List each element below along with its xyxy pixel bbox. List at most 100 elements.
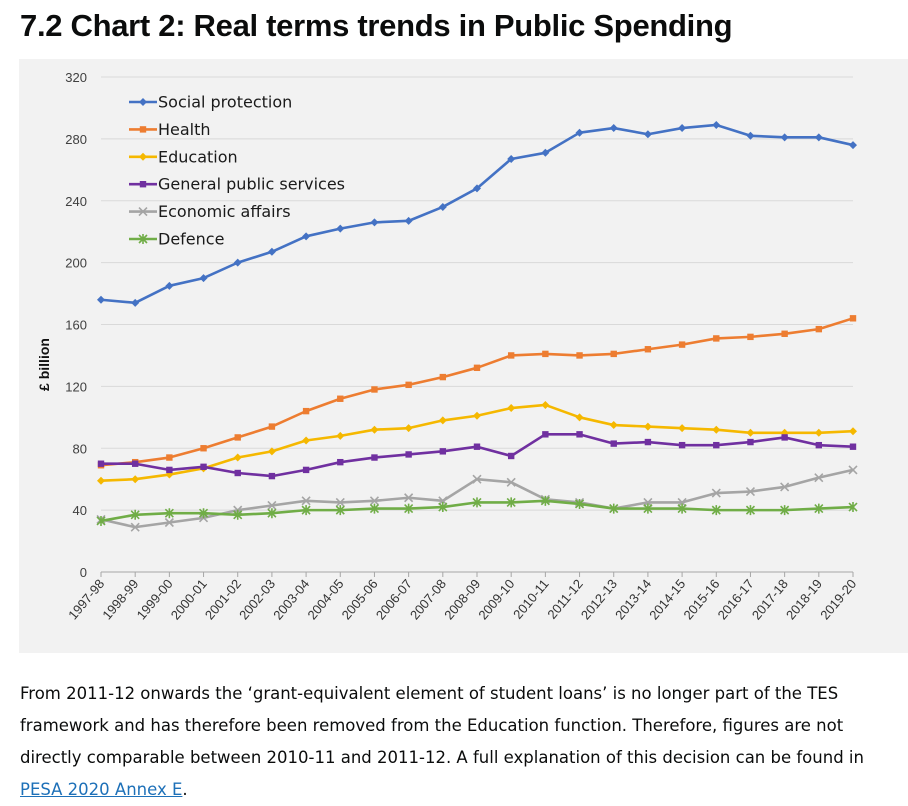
x-tick-label: 2014-15 xyxy=(646,576,688,622)
data-point xyxy=(713,335,720,342)
data-point xyxy=(678,424,687,433)
data-point xyxy=(165,281,174,290)
data-point xyxy=(96,515,106,526)
data-point xyxy=(404,216,413,225)
data-point xyxy=(780,505,790,516)
data-point xyxy=(438,502,448,513)
data-point xyxy=(404,503,414,514)
data-point xyxy=(575,128,584,137)
data-point xyxy=(781,434,788,441)
data-point xyxy=(814,428,823,437)
data-point xyxy=(711,488,721,498)
data-point xyxy=(371,454,378,461)
legend-label: Defence xyxy=(158,230,224,249)
line-chart: 0 40 80 120 160 200 240 280 320 1997-981998-99199… xyxy=(36,70,859,622)
y-tick-label: 160 xyxy=(65,318,87,333)
data-point xyxy=(814,503,824,514)
y-tick-label: 0 xyxy=(80,565,87,580)
y-tick-label: 80 xyxy=(73,441,87,456)
data-point xyxy=(849,443,857,450)
data-point xyxy=(267,508,277,519)
data-point xyxy=(644,346,652,353)
data-point xyxy=(302,466,310,474)
data-point xyxy=(541,400,550,409)
x-tick-label: 2015-16 xyxy=(680,576,722,622)
data-point xyxy=(164,517,174,528)
x-tick-label: 2018-19 xyxy=(783,576,825,622)
data-point xyxy=(335,497,345,507)
data-point xyxy=(643,422,652,431)
legend-marker xyxy=(139,98,147,106)
data-point xyxy=(713,441,720,449)
page-title: 7.2 Chart 2: Real terms trends in Public… xyxy=(20,8,733,43)
data-point xyxy=(848,502,858,513)
data-point xyxy=(337,395,344,402)
data-point xyxy=(302,436,311,445)
data-point xyxy=(404,424,413,433)
data-point xyxy=(780,133,789,142)
data-point xyxy=(610,440,617,447)
data-point xyxy=(609,503,619,514)
data-point xyxy=(712,425,721,434)
data-point xyxy=(166,466,173,474)
chart-note: From 2011-12 onwards the ‘grant-equivale… xyxy=(20,678,900,806)
y-tick-label: 240 xyxy=(65,194,87,209)
data-point xyxy=(712,120,721,129)
data-point xyxy=(745,505,756,516)
legend: Social protection Health Education General … xyxy=(129,93,345,249)
pesa-annex-link[interactable]: PESA 2020 Annex E xyxy=(20,780,183,799)
y-tick-label: 320 xyxy=(65,70,87,85)
data-point xyxy=(815,325,823,333)
data-point xyxy=(369,503,380,514)
data-point xyxy=(781,330,788,337)
x-tick-label: 2006-07 xyxy=(373,576,415,622)
data-point xyxy=(473,184,481,193)
data-point xyxy=(404,493,414,503)
data-point xyxy=(610,350,617,358)
data-point xyxy=(267,247,276,256)
data-point xyxy=(542,350,549,358)
data-point xyxy=(131,460,139,467)
data-point xyxy=(97,476,105,485)
legend-marker xyxy=(139,181,147,188)
series-social-protection xyxy=(97,120,857,307)
data-point xyxy=(438,416,447,425)
data-point xyxy=(200,445,207,452)
data-point xyxy=(849,315,857,322)
legend-marker xyxy=(139,152,147,161)
data-point xyxy=(644,438,652,446)
x-tick-label: 2009-10 xyxy=(475,576,517,622)
series-defence xyxy=(96,495,858,526)
data-point xyxy=(678,341,686,348)
y-tick-label: 120 xyxy=(65,379,87,394)
y-tick-label: 200 xyxy=(65,256,87,271)
data-point xyxy=(369,496,380,506)
data-point xyxy=(267,500,277,511)
data-point xyxy=(472,497,482,508)
x-tick-label: 2003-04 xyxy=(270,576,312,622)
data-point xyxy=(371,386,378,393)
legend-label: Education xyxy=(158,147,238,166)
x-tick-label: 2013-14 xyxy=(612,576,654,622)
data-point xyxy=(576,431,583,438)
data-point xyxy=(337,458,344,466)
data-point xyxy=(814,473,824,483)
x-tick-label: 2016-17 xyxy=(715,576,757,622)
legend-marker xyxy=(139,126,147,133)
data-point xyxy=(234,469,241,477)
x-tick-label: 2002-03 xyxy=(236,576,278,622)
data-point xyxy=(130,522,140,532)
data-point xyxy=(747,333,754,341)
data-point xyxy=(302,407,310,415)
legend-label: General public services xyxy=(158,175,345,194)
data-point xyxy=(745,486,756,497)
data-point xyxy=(405,451,412,458)
data-point xyxy=(814,133,823,142)
data-point xyxy=(849,427,857,436)
data-point xyxy=(609,124,618,133)
data-point xyxy=(233,509,243,520)
data-point xyxy=(678,441,686,449)
data-point xyxy=(438,202,447,211)
legend-label: Health xyxy=(158,120,211,139)
data-point xyxy=(301,505,311,516)
